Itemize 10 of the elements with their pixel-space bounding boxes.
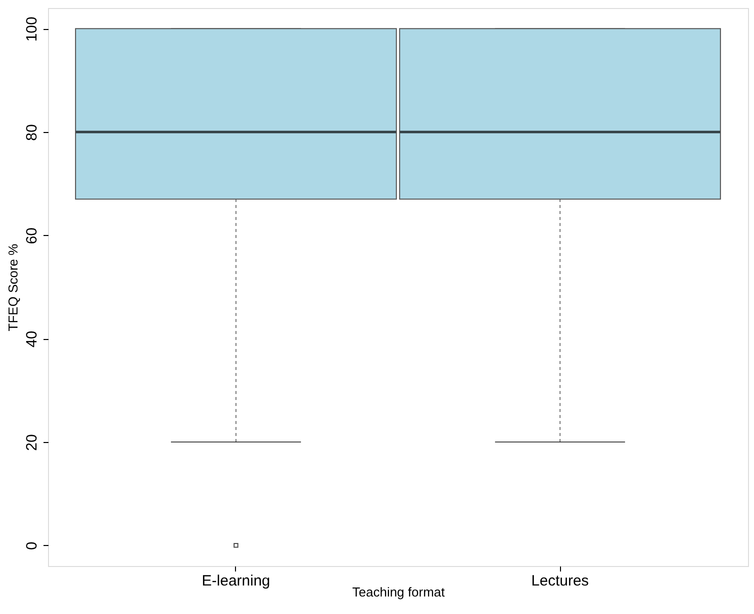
y-tick-label: 0 bbox=[24, 542, 40, 550]
y-tick-label: 100 bbox=[24, 16, 40, 42]
y-tick-label: 60 bbox=[24, 227, 40, 244]
y-tick-label: 40 bbox=[24, 330, 40, 348]
y-tick-label: 20 bbox=[24, 434, 40, 451]
x-tick-label: Lectures bbox=[531, 572, 589, 590]
y-tick-label: 80 bbox=[24, 124, 40, 141]
x-axis-title: Teaching format bbox=[352, 584, 446, 600]
y-axis-title: TFEQ Score % bbox=[6, 243, 20, 332]
x-tick-label: E-learning bbox=[202, 572, 270, 590]
